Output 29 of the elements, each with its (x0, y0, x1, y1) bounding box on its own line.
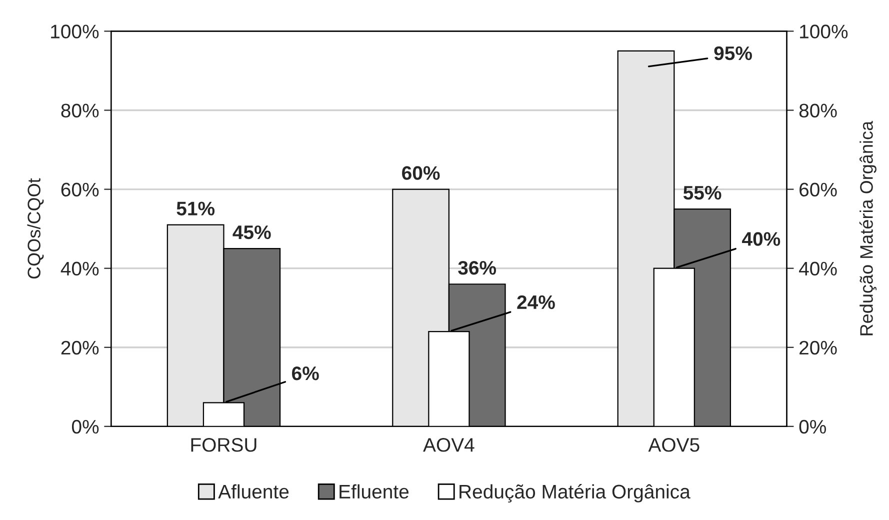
y-axis-title: CQOs/CQOt (27, 178, 44, 279)
y2-tick-label: 100% (800, 24, 848, 38)
data-label: 36% (458, 260, 496, 275)
y-tick-label: 20% (61, 340, 99, 355)
data-label: 60% (402, 166, 440, 180)
data-label: 51% (176, 202, 215, 216)
data-label: 95% (714, 46, 752, 60)
y-tick-label: 40% (60, 262, 99, 276)
y2-tick-label: 80% (799, 104, 837, 118)
legend-label: Efluente (340, 484, 409, 499)
data-label: 6% (292, 366, 319, 380)
data-label: 24% (517, 295, 555, 310)
y2-tick-label: 20% (800, 340, 837, 355)
y2-axis-title: Redução Matéria Orgânica (859, 120, 877, 336)
data-label: 40% (742, 232, 780, 246)
x-tick-label: FORSU (191, 438, 256, 452)
x-tick-label: AOV4 (423, 438, 474, 452)
y-tick-label: 0% (72, 420, 99, 434)
data-label: 45% (232, 225, 271, 240)
y-tick-label: 60% (61, 182, 99, 197)
legend-label: Redução Matéria Orgânica (460, 484, 690, 502)
data-label: 55% (683, 186, 722, 200)
y2-tick-label: 60% (800, 182, 837, 197)
y-tick-label: 80% (61, 104, 99, 118)
y2-tick-label: 40% (799, 262, 837, 276)
x-tick-label: AOV5 (648, 438, 700, 452)
y2-tick-label: 0% (799, 420, 826, 434)
y-tick-label: 100% (51, 24, 99, 38)
legend-label: Afluente (218, 484, 289, 499)
